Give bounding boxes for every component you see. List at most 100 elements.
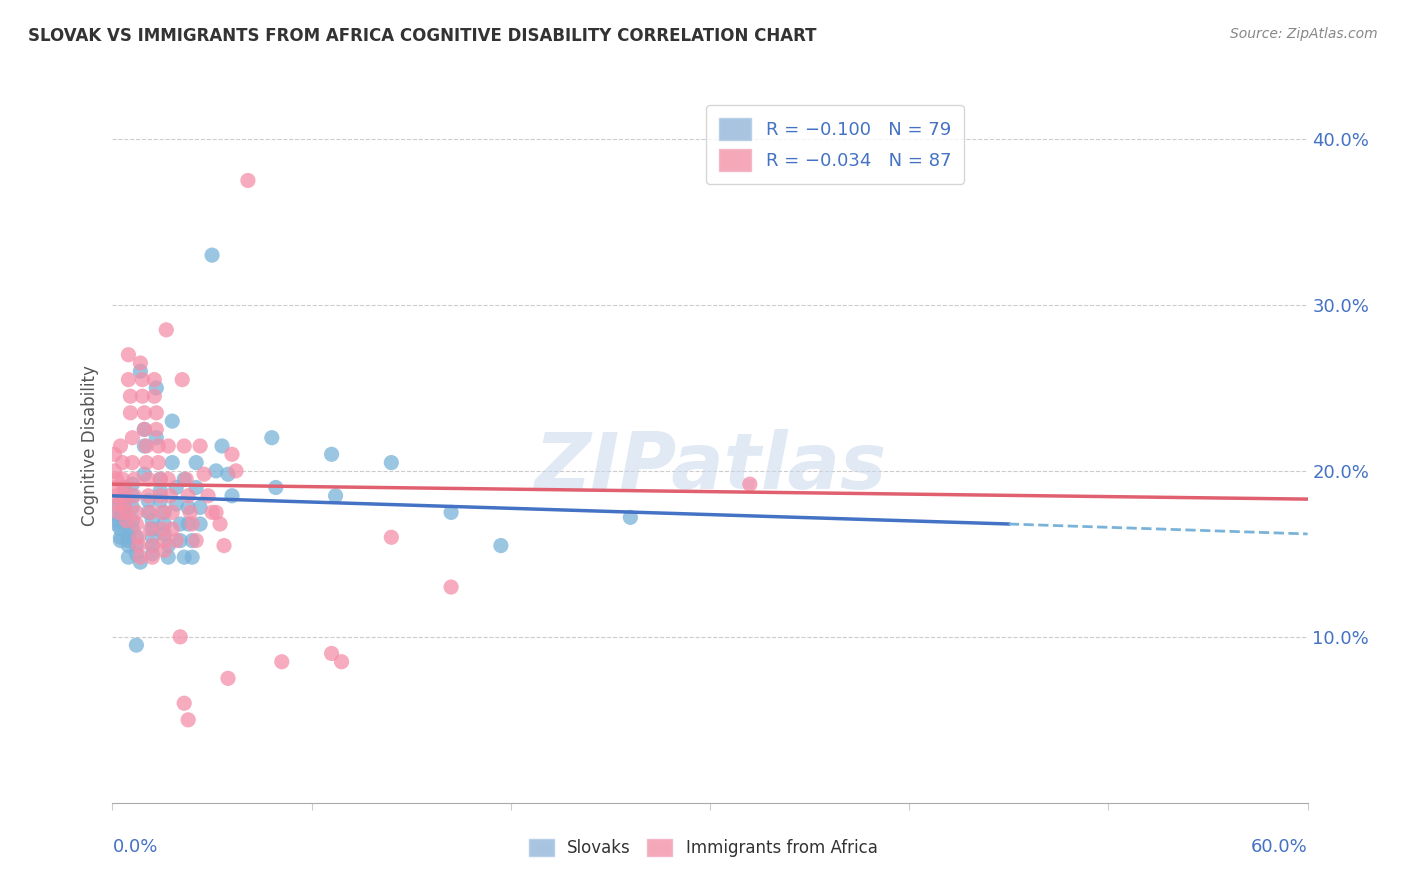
Point — [114, 505, 135, 519]
Point — [440, 505, 463, 519]
Point — [139, 505, 162, 519]
Point — [212, 539, 235, 553]
Point — [188, 500, 211, 515]
Point — [149, 483, 172, 498]
Point — [169, 533, 191, 548]
Point — [114, 497, 135, 511]
Point — [162, 456, 183, 470]
Point — [138, 472, 160, 486]
Point — [111, 456, 134, 470]
Point — [157, 439, 180, 453]
Legend: Slovaks, Immigrants from Africa: Slovaks, Immigrants from Africa — [520, 831, 886, 866]
Point — [169, 516, 191, 531]
Point — [197, 489, 219, 503]
Point — [221, 447, 243, 461]
Point — [134, 467, 156, 482]
Point — [103, 464, 125, 478]
Text: SLOVAK VS IMMIGRANTS FROM AFRICA COGNITIVE DISABILITY CORRELATION CHART: SLOVAK VS IMMIGRANTS FROM AFRICA COGNITI… — [28, 27, 817, 45]
Point — [217, 671, 239, 685]
Point — [114, 481, 135, 495]
Point — [114, 481, 135, 495]
Point — [114, 497, 135, 511]
Point — [153, 505, 176, 519]
Point — [117, 527, 139, 541]
Point — [145, 406, 167, 420]
Point — [121, 500, 143, 515]
Point — [110, 522, 132, 536]
Point — [138, 489, 160, 503]
Point — [121, 514, 143, 528]
Point — [141, 539, 163, 553]
Point — [124, 489, 146, 503]
Point — [148, 439, 170, 453]
Point — [188, 439, 211, 453]
Point — [181, 550, 204, 565]
Point — [149, 472, 172, 486]
Point — [134, 406, 156, 420]
Point — [211, 439, 233, 453]
Point — [141, 539, 163, 553]
Point — [129, 550, 152, 565]
Point — [105, 500, 128, 515]
Point — [125, 539, 148, 553]
Point — [145, 381, 167, 395]
Point — [177, 713, 200, 727]
Point — [321, 647, 343, 661]
Point — [129, 364, 152, 378]
Point — [173, 472, 195, 486]
Point — [165, 497, 187, 511]
Point — [110, 493, 132, 508]
Point — [117, 530, 139, 544]
Point — [186, 481, 208, 495]
Point — [236, 173, 259, 187]
Text: 60.0%: 60.0% — [1251, 838, 1308, 856]
Point — [325, 489, 347, 503]
Point — [330, 655, 353, 669]
Point — [120, 389, 142, 403]
Point — [177, 489, 200, 503]
Point — [173, 696, 195, 710]
Point — [117, 373, 139, 387]
Point — [159, 489, 181, 503]
Point — [105, 514, 128, 528]
Point — [138, 493, 160, 508]
Point — [172, 373, 194, 387]
Point — [201, 248, 224, 262]
Point — [193, 467, 215, 482]
Point — [153, 533, 176, 548]
Y-axis label: Cognitive Disability: Cognitive Disability — [80, 366, 98, 526]
Point — [110, 530, 132, 544]
Point — [201, 505, 224, 519]
Point — [115, 505, 138, 519]
Point — [165, 481, 187, 495]
Point — [141, 550, 163, 565]
Point — [141, 514, 163, 528]
Point — [129, 356, 152, 370]
Point — [173, 439, 195, 453]
Point — [134, 422, 156, 436]
Point — [177, 516, 200, 531]
Point — [186, 456, 208, 470]
Point — [380, 456, 402, 470]
Point — [138, 505, 160, 519]
Point — [162, 522, 183, 536]
Point — [150, 505, 173, 519]
Point — [260, 431, 283, 445]
Point — [114, 516, 135, 531]
Point — [162, 414, 183, 428]
Point — [131, 389, 153, 403]
Point — [105, 472, 128, 486]
Point — [149, 472, 172, 486]
Point — [121, 431, 143, 445]
Point — [107, 497, 129, 511]
Point — [145, 431, 167, 445]
Point — [141, 547, 163, 561]
Point — [181, 516, 204, 531]
Point — [157, 550, 180, 565]
Point — [177, 500, 200, 515]
Point — [217, 467, 239, 482]
Point — [141, 522, 163, 536]
Point — [149, 489, 172, 503]
Point — [121, 456, 143, 470]
Point — [225, 464, 247, 478]
